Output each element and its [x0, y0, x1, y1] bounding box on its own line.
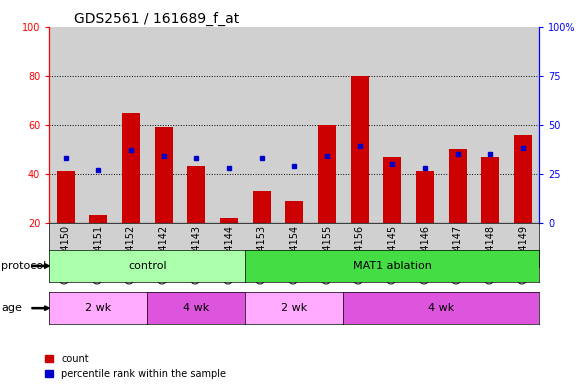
Text: GSM154148: GSM154148	[485, 225, 495, 284]
Text: control: control	[128, 261, 166, 271]
Bar	[122, 113, 140, 223]
Text: age: age	[1, 303, 22, 313]
Bar	[449, 149, 467, 223]
Text: 2 wk: 2 wk	[85, 303, 111, 313]
Bar	[383, 157, 401, 223]
Text: GDS2561 / 161689_f_at: GDS2561 / 161689_f_at	[74, 12, 239, 26]
Bar	[220, 218, 238, 223]
Text: protocol: protocol	[1, 261, 46, 271]
Bar	[416, 171, 434, 223]
Text: GSM154142: GSM154142	[159, 225, 169, 284]
Text: GSM154151: GSM154151	[93, 225, 103, 284]
Text: 2 wk: 2 wk	[281, 303, 307, 313]
Bar	[253, 191, 271, 223]
Text: GSM154144: GSM154144	[224, 225, 234, 284]
Bar	[57, 171, 75, 223]
Bar	[285, 201, 303, 223]
Text: GSM154156: GSM154156	[355, 225, 365, 284]
Bar	[514, 135, 532, 223]
Text: GSM154153: GSM154153	[257, 225, 267, 284]
Text: GSM154155: GSM154155	[322, 225, 332, 284]
Text: MAT1 ablation: MAT1 ablation	[353, 261, 432, 271]
Bar	[318, 125, 336, 223]
Text: GSM154152: GSM154152	[126, 225, 136, 284]
Text: GSM154143: GSM154143	[191, 225, 201, 284]
Bar	[155, 127, 173, 223]
Text: GSM154145: GSM154145	[387, 225, 397, 284]
Bar	[351, 76, 369, 223]
Legend: count, percentile rank within the sample: count, percentile rank within the sample	[45, 354, 226, 379]
Text: 4 wk: 4 wk	[183, 303, 209, 313]
Text: GSM154146: GSM154146	[420, 225, 430, 284]
Text: 4 wk: 4 wk	[428, 303, 455, 313]
Bar	[89, 215, 107, 223]
Bar	[481, 157, 499, 223]
Text: GSM154149: GSM154149	[518, 225, 528, 284]
Bar	[187, 166, 205, 223]
Text: GSM154154: GSM154154	[289, 225, 299, 284]
Text: GSM154150: GSM154150	[61, 225, 71, 284]
Text: GSM154147: GSM154147	[453, 225, 463, 284]
